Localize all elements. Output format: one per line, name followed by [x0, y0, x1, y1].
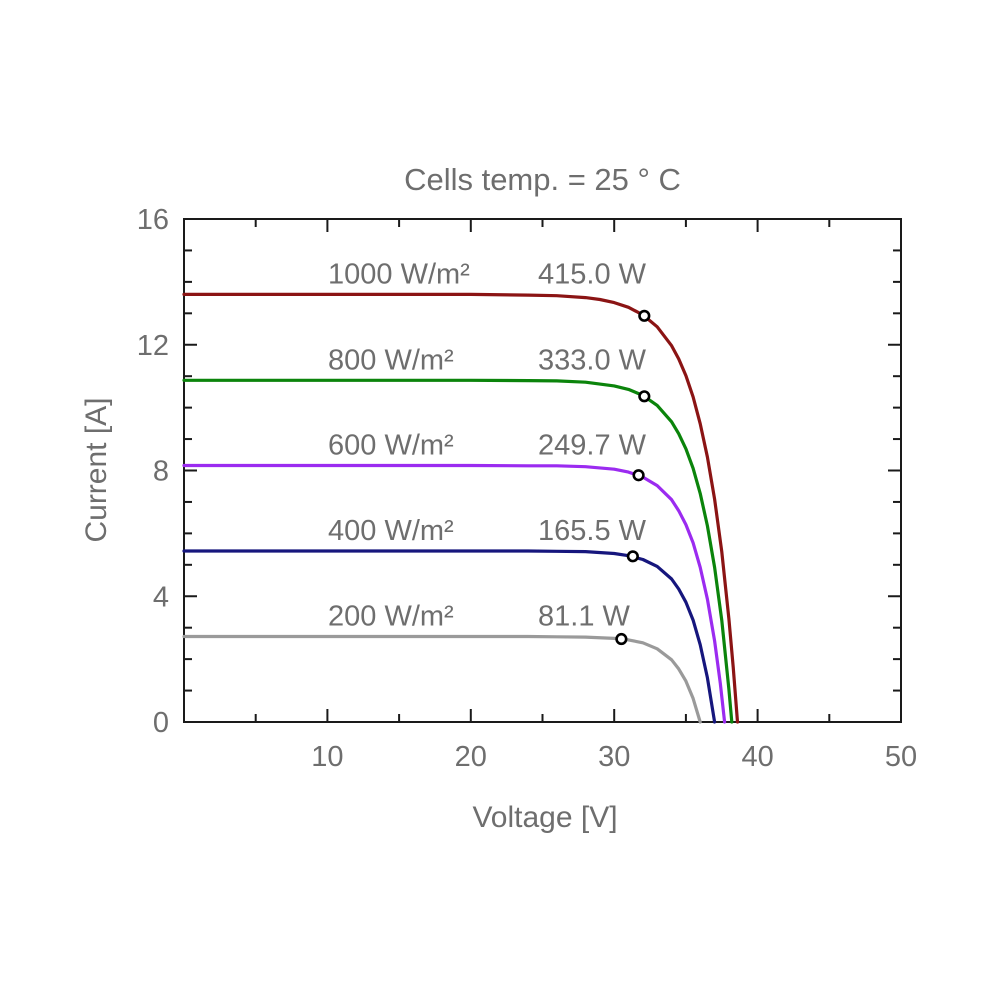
iv-curve-1 — [182, 292, 740, 724]
irradiance-label: 1000 W/m² — [328, 258, 470, 290]
x-tick-label: 30 — [598, 741, 630, 773]
power-label: 165.5 W — [538, 515, 647, 547]
axes-box — [183, 218, 902, 723]
y-tick-label: 16 — [137, 204, 169, 236]
mpp-marker — [638, 390, 651, 403]
mpp-marker — [638, 309, 651, 322]
x-tick-label: 40 — [741, 741, 773, 773]
iv-curve-5 — [182, 634, 702, 724]
power-label: 415.0 W — [538, 258, 647, 290]
irradiance-label: 600 W/m² — [328, 429, 454, 461]
y-tick-label: 8 — [153, 456, 169, 488]
iv-curve-3 — [182, 463, 727, 724]
y-tick-label: 4 — [153, 581, 169, 613]
x-tick-label: 10 — [311, 741, 343, 773]
y-tick-label: 12 — [137, 330, 169, 362]
power-label: 249.7 W — [538, 429, 647, 461]
mpp-marker — [632, 469, 645, 482]
mpp-marker — [615, 632, 628, 646]
y-axis-label: Current [A] — [80, 397, 113, 543]
irradiance-label: 400 W/m² — [328, 515, 454, 547]
power-label: 333.0 W — [538, 344, 647, 376]
power-label: 81.1 W — [538, 600, 630, 632]
x-axis-label: Voltage [V] — [472, 801, 618, 834]
mpp-marker — [626, 550, 639, 563]
irradiance-label: 200 W/m² — [328, 600, 454, 632]
chart-title: Cells temp. = 25 ° C — [404, 162, 681, 197]
x-tick-label: 20 — [455, 741, 487, 773]
irradiance-label: 800 W/m² — [328, 344, 454, 376]
x-tick-label: 50 — [885, 741, 917, 773]
y-tick-label: 0 — [153, 707, 169, 739]
iv-curve-4 — [182, 549, 717, 724]
